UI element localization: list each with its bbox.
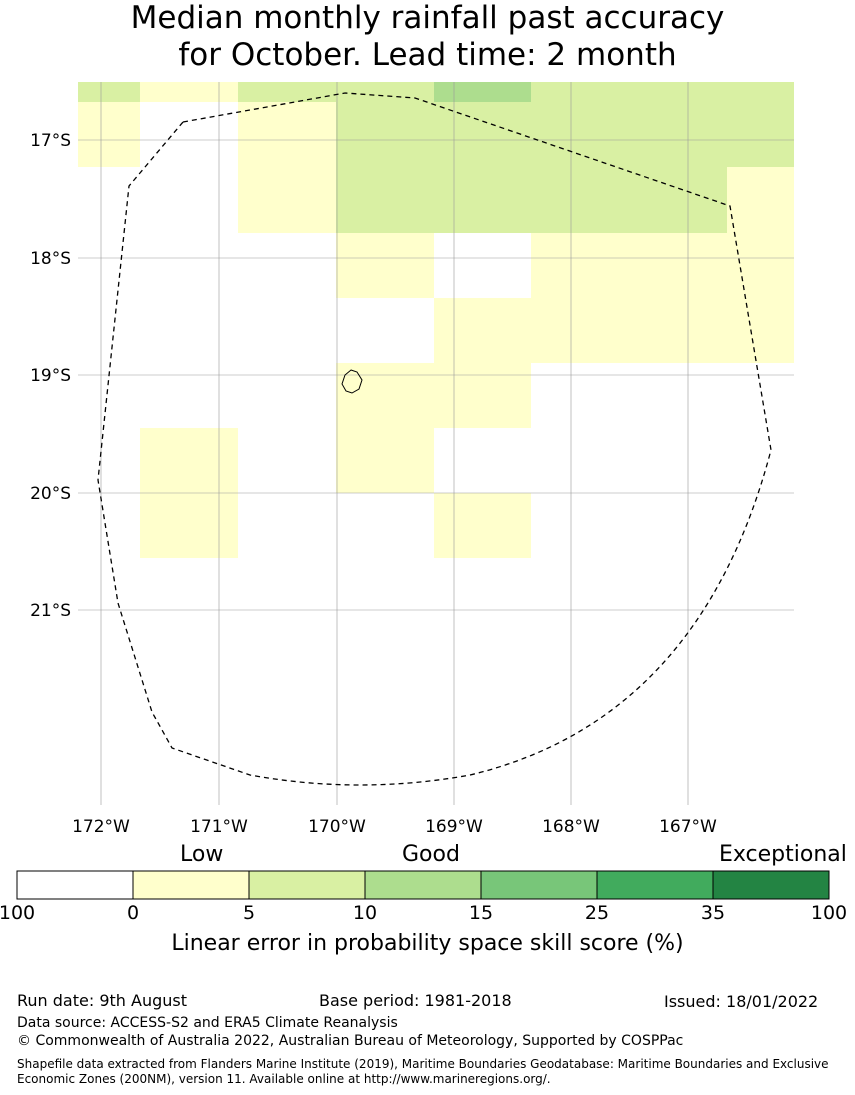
grid-cell (238, 102, 336, 233)
colorbar-label-good: Good (402, 842, 460, 867)
colorbar-segment (365, 871, 481, 899)
lon-label: 167°W (659, 817, 717, 837)
grid-cell (140, 82, 238, 102)
base-period: Base period: 1981-2018 (319, 991, 512, 1010)
eez-boundary (97, 92, 772, 786)
lat-label: 17°S (30, 131, 71, 151)
lat-label: 21°S (30, 601, 71, 621)
grid-cell (434, 102, 531, 233)
title-line-2: for October. Lead time: 2 month (178, 37, 677, 73)
colorbar-tick: 35 (700, 902, 726, 924)
lat-label: 20°S (30, 484, 71, 504)
lat-label: 19°S (30, 366, 71, 386)
gridlines (78, 82, 794, 805)
map-title: Median monthly rainfall past accuracy fo… (0, 0, 855, 74)
grid-cell (336, 233, 434, 298)
grid-cell (531, 233, 794, 363)
grid-cell (336, 363, 434, 493)
colorbar-label-exceptional: Exceptional (719, 842, 847, 867)
colorbar (16, 870, 830, 900)
data-source: Data source: ACCESS-S2 and ERA5 Climate … (17, 1015, 398, 1031)
colorbar-tick: 15 (468, 902, 494, 924)
lon-label: 169°W (425, 817, 483, 837)
grid-cell (78, 82, 140, 102)
colorbar-segment (713, 871, 829, 899)
colorbar-title: Linear error in probability space skill … (171, 931, 684, 956)
grid-cell (78, 102, 140, 167)
skill-grid (78, 82, 794, 558)
colorbar-tick: 10 (352, 902, 378, 924)
grid-cell (727, 82, 794, 167)
grid-cell (434, 493, 531, 558)
lat-label: 18°S (30, 249, 71, 269)
colorbar-tick: 100 (810, 902, 848, 924)
colorbar-segment (597, 871, 713, 899)
lon-label: 172°W (72, 817, 130, 837)
colorbar-tick: 0 (126, 902, 140, 924)
grid-cell (531, 82, 727, 233)
grid-cell (434, 298, 531, 428)
colorbar-segment (481, 871, 597, 899)
lon-label: 170°W (308, 817, 366, 837)
grid-cell (434, 82, 531, 102)
colorbar-segment (17, 871, 133, 899)
copyright: © Commonwealth of Australia 2022, Austra… (17, 1033, 684, 1049)
lon-label: 171°W (190, 817, 248, 837)
shapefile-credit: Shapefile data extracted from Flanders M… (17, 1057, 829, 1086)
colorbar-tick: 100 (0, 902, 36, 924)
colorbar-tick: 25 (584, 902, 610, 924)
colorbar-tick: 5 (242, 902, 256, 924)
issued-date: Issued: 18/01/2022 (664, 992, 819, 1011)
colorbar-label-low: Low (180, 842, 224, 867)
grid-cell (336, 82, 434, 233)
colorbar-segment (133, 871, 249, 899)
run-date: Run date: 9th August (17, 991, 187, 1010)
lon-label: 168°W (542, 817, 600, 837)
title-line-1: Median monthly rainfall past accuracy (130, 0, 725, 36)
grid-cell (238, 82, 336, 102)
colorbar-segment (249, 871, 365, 899)
island-outline (341, 369, 363, 394)
grid-cell (727, 167, 794, 233)
